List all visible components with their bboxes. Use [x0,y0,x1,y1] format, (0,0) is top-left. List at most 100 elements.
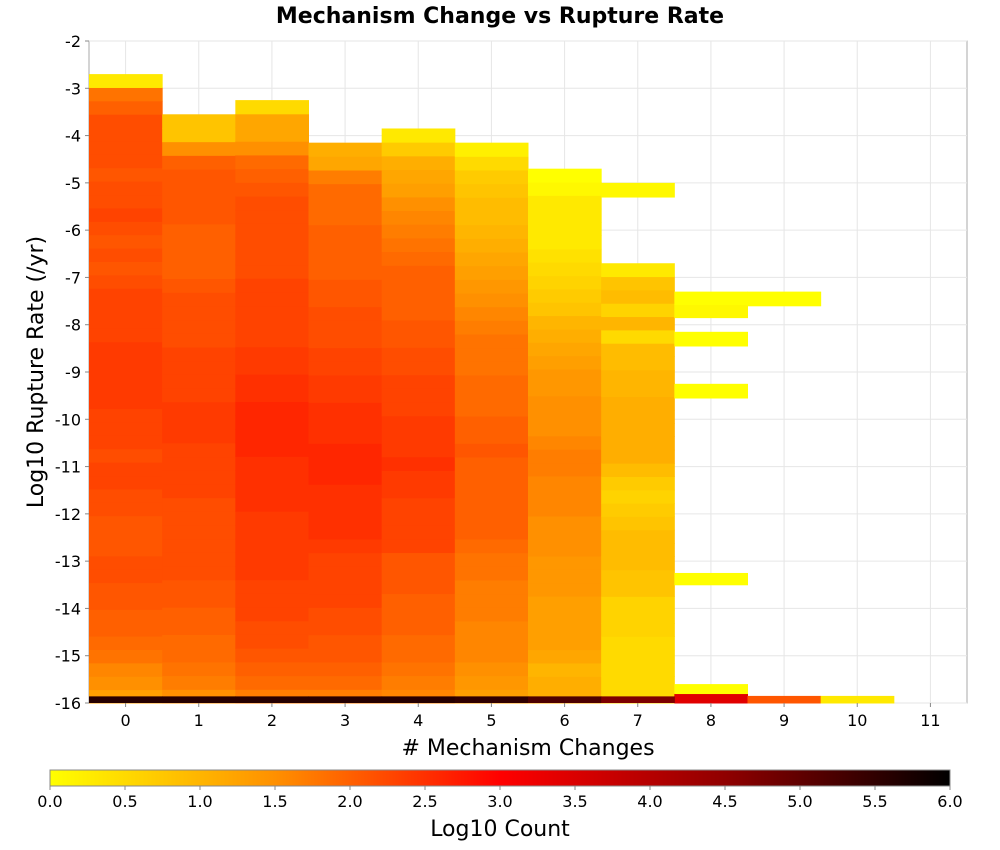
heatmap-cell [89,542,163,557]
heatmap-cell [528,435,602,450]
colorbar-tick-label: 3.0 [487,792,512,811]
y-tick-label: -16 [55,694,81,713]
heatmap-cell [89,475,163,490]
heatmap-cell [454,661,529,677]
heatmap-cell [308,634,383,649]
chart-title: Mechanism Change vs Rupture Rate [276,4,724,29]
heatmap-cell [89,261,163,276]
heatmap-cell [89,141,163,155]
heatmap-cell [308,142,383,157]
heatmap-cell [454,593,529,608]
heatmap-cell [528,395,602,410]
y-tick-label: -2 [65,32,81,51]
heatmap-cell [89,662,163,677]
heatmap-cell [601,476,675,491]
heatmap-cell [381,634,456,649]
heatmap-cell [381,538,456,554]
heatmap-cell [528,182,602,196]
heatmap-cell [308,525,383,540]
heatmap-cell [89,448,163,463]
heatmap-cell [528,315,602,330]
heatmap-cell [528,502,602,517]
x-tick-label: 5 [486,711,496,730]
heatmap-cell [235,428,309,444]
heatmap-cell [528,622,602,637]
colorbar-tick-label: 2.5 [412,792,437,811]
heatmap-cell [89,288,163,303]
heatmap-cell [747,695,822,704]
y-tick-label: -13 [55,552,81,571]
x-tick-label: 10 [847,711,867,730]
heatmap-cell [89,341,163,356]
colorbar-label: Log10 Count [430,817,570,842]
heatmap-cell [89,114,163,129]
heatmap-cell [162,388,236,403]
y-tick-label: -11 [55,458,81,477]
heatmap-cell [528,222,602,236]
x-tick-label: 4 [413,711,423,730]
heatmap-cell [162,333,236,348]
heatmap-cell [308,566,383,581]
y-axis-label: Log10 Rupture Rate (/yr) [24,236,49,508]
colorbar-tick-label: 6.0 [937,792,962,811]
heatmap-cell [162,593,236,608]
heatmap-cell [89,515,163,530]
heatmap-cell [235,360,309,375]
heatmap-cell [454,169,529,185]
heatmap-cell [162,442,236,458]
y-tick-label: -4 [65,127,81,146]
heatmap-cell [308,265,383,280]
heatmap-cell [308,593,383,608]
heatmap-cell [381,374,456,389]
heatmap-cell [235,634,309,649]
heatmap-cell [235,511,309,526]
heatmap-cell [601,276,675,291]
heatmap-cell [89,248,163,262]
heatmap-cell [454,238,529,253]
heatmap-cell [162,196,236,211]
heatmap-cell [454,538,529,554]
colorbar-tick-label: 5.0 [787,792,812,811]
heatmap-cell [235,196,309,211]
heatmap-cell [89,181,163,196]
heatmap-cell [235,696,309,703]
heatmap-cell [308,333,383,349]
heatmap-cell [381,251,456,266]
heatmap-cell [454,292,529,308]
heatmap-cell [601,649,675,664]
heatmap-cell [381,484,456,499]
heatmap-cell [381,552,456,567]
heatmap-cell [308,169,383,185]
heatmap-cell [162,292,236,307]
x-tick-label: 9 [779,711,789,730]
x-tick-label: 7 [633,711,643,730]
heatmap-cell [308,675,383,690]
heatmap-cell [381,224,456,239]
heatmap-cell [381,196,456,212]
heatmap-cell [528,649,602,664]
heatmap-cell [528,248,602,263]
heatmap-cell [235,374,309,389]
heatmap-cell [381,347,456,362]
heatmap-cells [89,74,895,704]
heatmap-cell [601,182,675,198]
heatmap-cell [381,456,456,471]
heatmap-cell [601,423,675,437]
heatmap-cell [601,596,675,611]
heatmap-cell [381,525,456,540]
heatmap-cell [89,368,163,383]
heatmap-cell [454,210,529,226]
heatmap-cell [235,470,309,485]
heatmap-cell [162,648,236,663]
heatmap-cell [89,127,163,142]
y-axis-ticks: -2 -3 -4 -5 -6 -7 -8 -9 -10 -11 -12 -13 -14 -15 -16 [55,32,89,713]
y-tick-label: -12 [55,505,81,524]
heatmap-cell [308,470,383,485]
heatmap-cell [601,316,675,331]
heatmap-cell [381,333,456,348]
heatmap-cell [308,484,383,499]
heatmap-cell [454,634,529,649]
heatmap-cell [89,422,163,436]
heatmap-cell [454,306,529,321]
heatmap-cell [89,301,163,316]
